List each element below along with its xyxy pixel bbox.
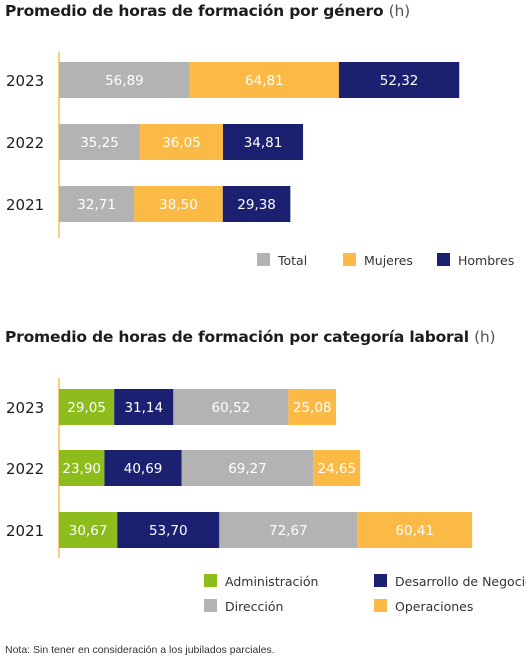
legend-label-hombres: Hombres bbox=[458, 253, 514, 268]
bar-hombres-2023 bbox=[338, 62, 460, 98]
data-label-total-2022: 35,25 bbox=[80, 135, 119, 151]
category-stacked-bar-chart: 2023 29,05 31,14 60,52 25,08 2022 23,90 40,69 69… bbox=[6, 378, 526, 614]
legend-label-desarrollo-de-negocio: Desarrollo de Negocio bbox=[395, 574, 526, 589]
data-label-total-2023: 56,89 bbox=[105, 73, 144, 89]
bar-direccion-2022 bbox=[181, 450, 314, 486]
data-label-total-2021: 32,71 bbox=[77, 197, 116, 213]
chart-title-gender-text: Promedio de horas de formación por géner… bbox=[5, 2, 384, 20]
data-label-mujeres-2022: 36,05 bbox=[162, 135, 201, 151]
gender-stacked-bar-chart: 2023 56,89 64,81 52,32 2022 35,25 36,05 34,81 20… bbox=[6, 52, 514, 268]
bar-desarrollo-de-negocio-2021 bbox=[117, 512, 220, 548]
data-label-direccion-2021: 72,67 bbox=[269, 523, 308, 539]
legend-swatch-desarrollo-de-negocio bbox=[374, 574, 387, 587]
legend-swatch-total bbox=[257, 253, 270, 266]
bar-hombres-2022 bbox=[222, 124, 304, 160]
bar-mujeres-2022 bbox=[140, 124, 223, 160]
data-label-administracion-2022: 23,90 bbox=[62, 461, 101, 477]
legend-label-operaciones: Operaciones bbox=[395, 599, 473, 614]
bar-administracion-2023 bbox=[59, 389, 115, 425]
data-label-direccion-2023: 60,52 bbox=[212, 400, 251, 416]
data-label-operaciones-2023: 25,08 bbox=[293, 400, 332, 416]
legend-label-direccion: Dirección bbox=[225, 599, 283, 614]
footnote: Nota: Sin tener en consideración a los j… bbox=[5, 644, 275, 656]
bar-administracion-2022 bbox=[59, 450, 105, 486]
legend-swatch-hombres bbox=[437, 253, 450, 266]
data-label-mujeres-2021: 38,50 bbox=[159, 197, 198, 213]
data-label-hombres-2022: 34,81 bbox=[244, 135, 283, 151]
bar-mujeres-2021 bbox=[134, 186, 223, 222]
bar-desarrollo-de-negocio-2022 bbox=[104, 450, 182, 486]
bar-total-2022 bbox=[59, 124, 141, 160]
data-label-operaciones-2022: 24,65 bbox=[317, 461, 356, 477]
data-label-operaciones-2021: 60,41 bbox=[395, 523, 434, 539]
legend-swatch-mujeres bbox=[343, 253, 356, 266]
legend-label-mujeres: Mujeres bbox=[364, 253, 413, 268]
chart-title-gender-unit: (h) bbox=[388, 2, 411, 20]
year-label-2023: 2023 bbox=[6, 72, 44, 90]
legend-label-administracion: Administración bbox=[225, 574, 318, 589]
chart-title-category-unit: (h) bbox=[474, 328, 496, 346]
bar-desarrollo-de-negocio-2023 bbox=[114, 389, 174, 425]
legend-label-total: Total bbox=[277, 253, 307, 268]
bar-total-2021 bbox=[59, 186, 135, 222]
bar-direccion-2023 bbox=[173, 389, 289, 425]
data-label-hombres-2023: 52,32 bbox=[380, 73, 419, 89]
data-label-desarrollo-de-negocio-2023: 31,14 bbox=[124, 400, 163, 416]
bar-hombres-2021 bbox=[222, 186, 291, 222]
legend-swatch-administracion bbox=[204, 574, 217, 587]
year-label-2021: 2021 bbox=[6, 522, 44, 540]
bar-operaciones-2022 bbox=[313, 450, 361, 486]
year-label-2021: 2021 bbox=[6, 196, 44, 214]
chart-title-category: Promedio de horas de formación por categ… bbox=[5, 328, 496, 346]
bar-direccion-2021 bbox=[219, 512, 358, 548]
chart-title-gender: Promedio de horas de formación por géner… bbox=[5, 2, 410, 20]
data-label-administracion-2023: 29,05 bbox=[67, 400, 106, 416]
data-label-mujeres-2023: 64,81 bbox=[245, 73, 284, 89]
year-label-2022: 2022 bbox=[6, 460, 44, 478]
bar-mujeres-2023 bbox=[189, 62, 339, 98]
bar-operaciones-2021 bbox=[357, 512, 473, 548]
data-label-administracion-2021: 30,67 bbox=[69, 523, 108, 539]
bar-operaciones-2023 bbox=[288, 389, 337, 425]
legend-swatch-operaciones bbox=[374, 599, 387, 612]
data-label-hombres-2021: 29,38 bbox=[237, 197, 276, 213]
data-label-direccion-2022: 69,27 bbox=[228, 461, 267, 477]
chart-title-category-text: Promedio de horas de formación por categ… bbox=[5, 328, 469, 346]
bar-total-2023 bbox=[59, 62, 190, 98]
bar-administracion-2021 bbox=[59, 512, 118, 548]
data-label-desarrollo-de-negocio-2021: 53,70 bbox=[149, 523, 188, 539]
data-label-desarrollo-de-negocio-2022: 40,69 bbox=[124, 461, 163, 477]
legend-swatch-direccion bbox=[204, 599, 217, 612]
year-label-2022: 2022 bbox=[6, 134, 44, 152]
year-label-2023: 2023 bbox=[6, 399, 44, 417]
